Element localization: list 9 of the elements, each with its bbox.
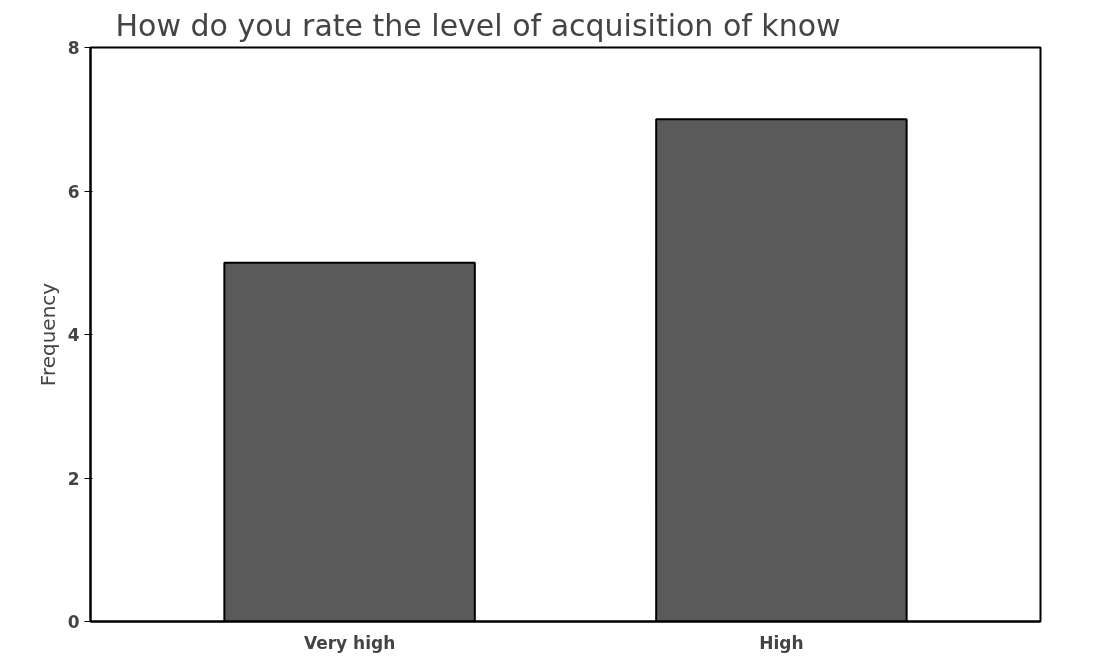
y-tick-label: 0 [67,612,80,632]
chart-title: How do you rate the level of acquisition of know [115,7,841,43]
y-tick-label: 6 [67,181,80,202]
x-tick-label: High [759,632,804,653]
y-axis-title: Frequency [35,282,60,387]
y-tick-label: 2 [67,468,80,489]
y-tick-label: 8 [67,38,80,58]
x-tick-label: Very high [303,632,396,653]
y-tick-label: 4 [67,325,80,345]
